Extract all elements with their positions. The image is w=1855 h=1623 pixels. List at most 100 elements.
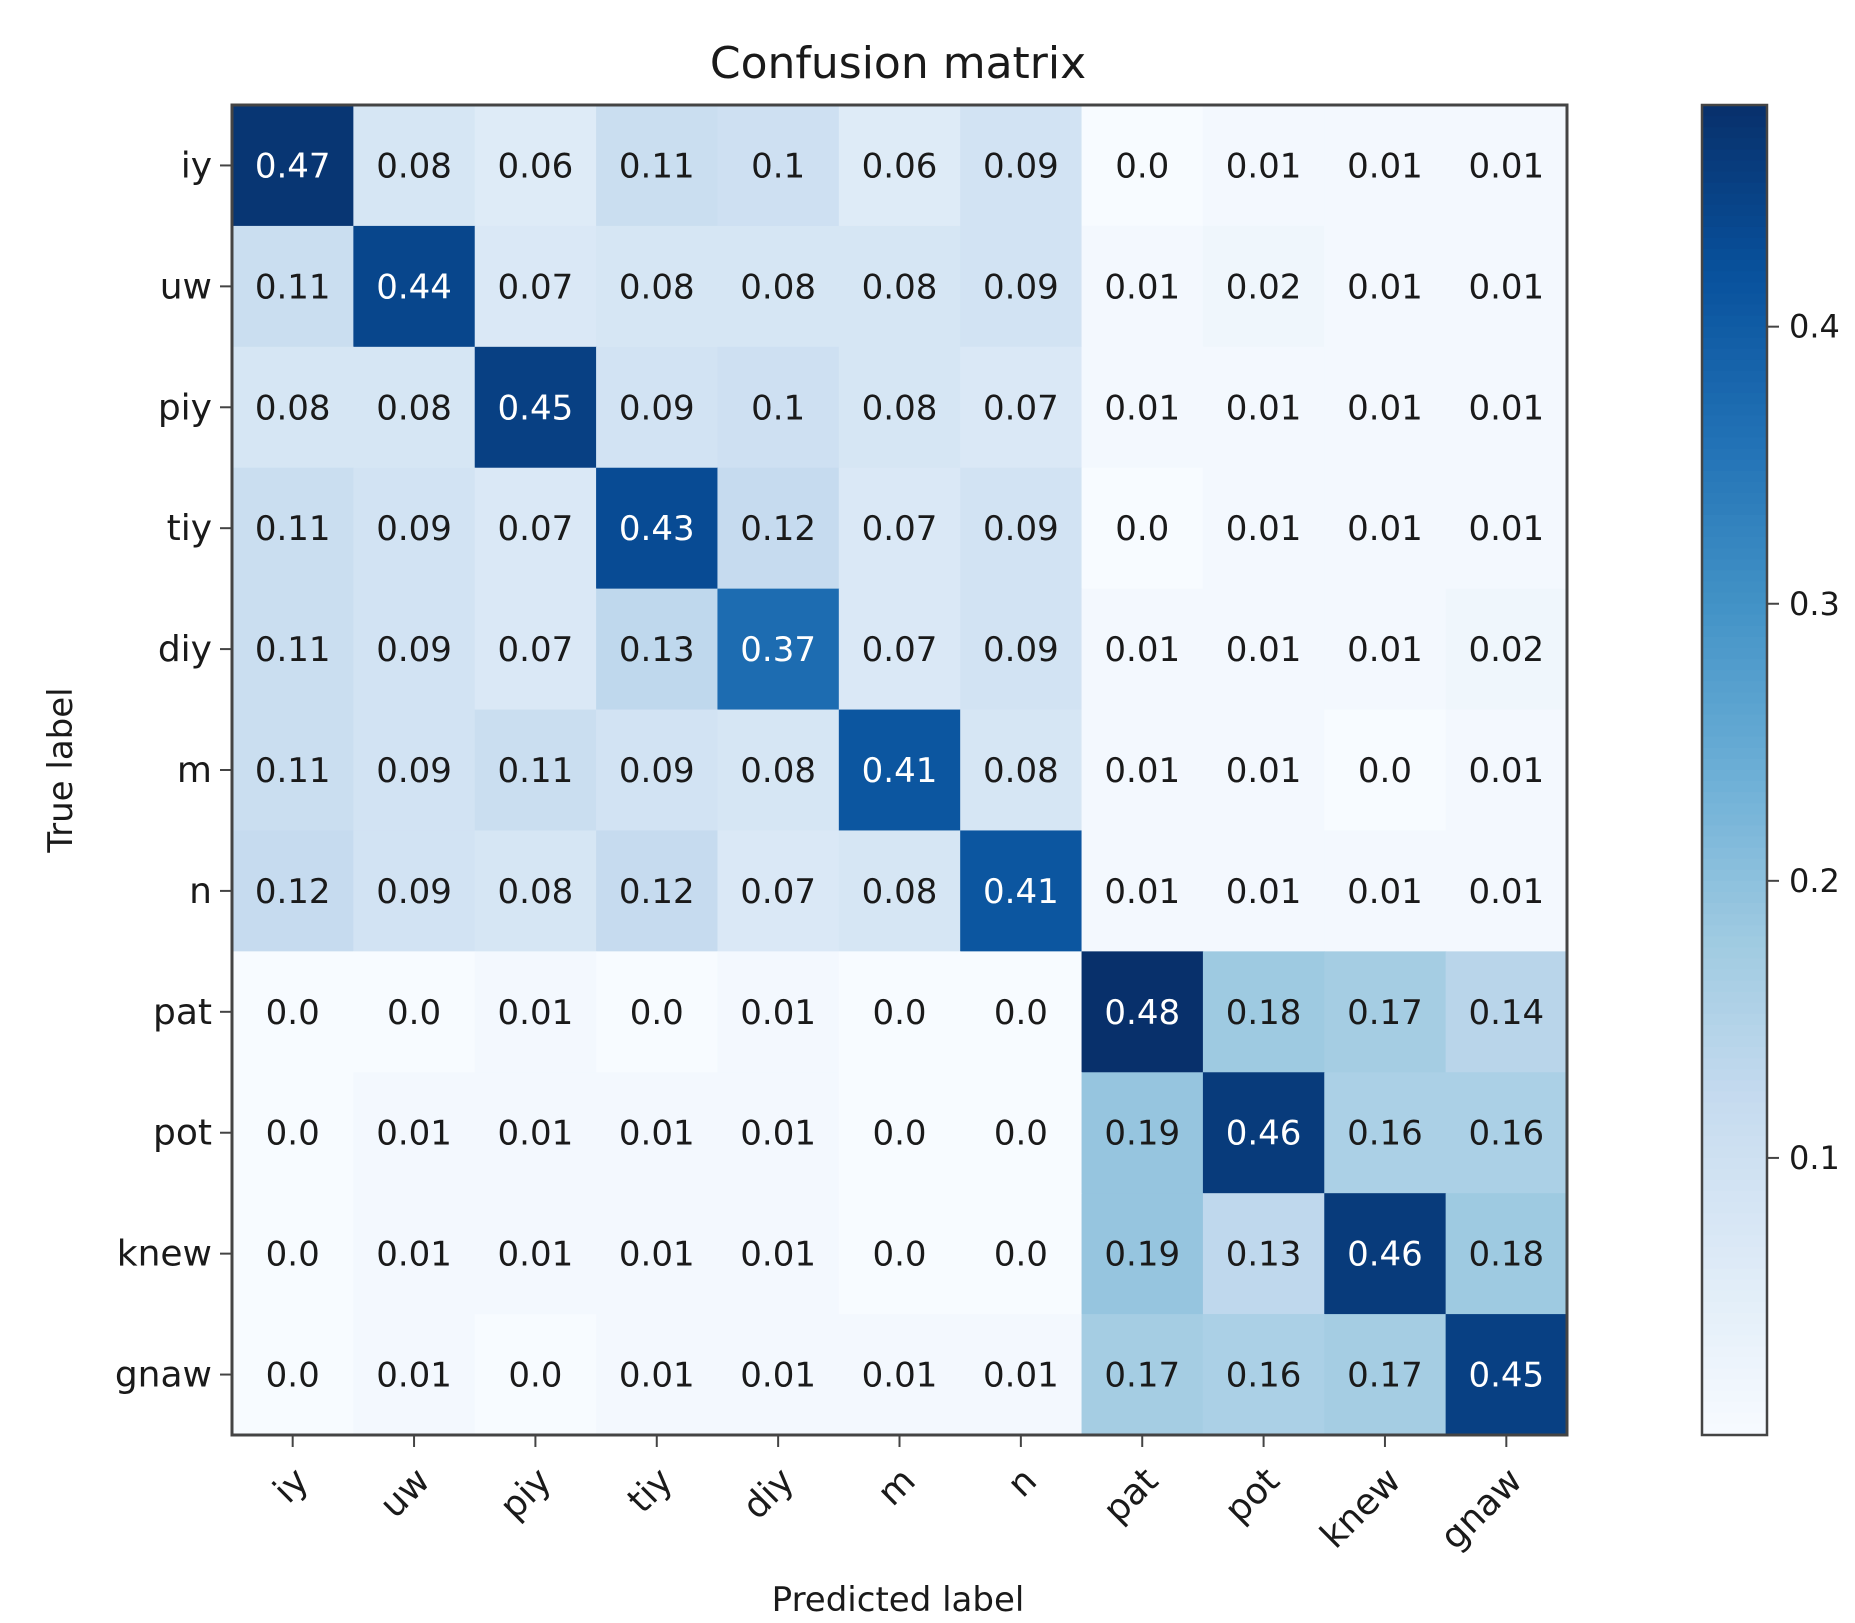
colorbar-segment	[1702, 1302, 1767, 1314]
x-tick-label-gnaw: gnaw	[1433, 1460, 1531, 1558]
cell-value-label: 0.0	[508, 1356, 562, 1396]
cell-value-label: 0.43	[619, 509, 695, 549]
cell-value-label: 0.09	[983, 267, 1059, 307]
cell-value-label: 0.01	[983, 1356, 1059, 1396]
colorbar-segment	[1702, 1324, 1767, 1336]
colorbar-segment	[1702, 836, 1767, 849]
heatmap-cell-knew-knew	[1324, 1193, 1447, 1315]
colorbar-segment	[1702, 382, 1767, 394]
colorbar-segment	[1702, 1036, 1767, 1048]
colorbar-segment	[1702, 880, 1767, 893]
colorbar-segment	[1702, 858, 1767, 871]
heatmap-cell-piy-knew	[1324, 346, 1447, 469]
colorbar-segment	[1702, 337, 1767, 350]
colorbar-segment	[1702, 526, 1767, 538]
heatmap-cell-uw-pot	[1202, 225, 1325, 348]
heatmap-cell-piy-m	[838, 346, 961, 469]
heatmap-cell-knew-gnaw	[1445, 1193, 1568, 1315]
heatmap-cell-pat-n	[960, 951, 1083, 1073]
heatmap-cell-diy-gnaw	[1445, 588, 1568, 711]
heatmap-cell-m-piy	[474, 709, 597, 832]
heatmap-cell-n-gnaw	[1445, 830, 1568, 952]
heatmap-cell-knew-pat	[1081, 1193, 1204, 1315]
cell-value-label: 0.01	[376, 1356, 452, 1396]
cell-value-label: 0.17	[1347, 1356, 1423, 1396]
heatmap-cell-pat-diy	[717, 951, 840, 1073]
colorbar-segment	[1702, 736, 1767, 749]
cell-value-label: 0.0	[1115, 146, 1169, 186]
colorbar-segment	[1702, 803, 1767, 815]
heatmap-cell-m-diy	[717, 709, 840, 832]
heatmap-cell-iy-piy	[474, 105, 597, 227]
heatmap-cell-pat-knew	[1324, 951, 1447, 1073]
cell-value-label: 0.07	[498, 509, 574, 549]
cell-value-label: 0.41	[983, 872, 1059, 912]
cell-value-label: 0.08	[740, 267, 816, 307]
cell-value-label: 0.01	[1104, 872, 1180, 912]
heatmap-cell-tiy-gnaw	[1445, 467, 1568, 590]
cell-value-label: 0.13	[1226, 1235, 1302, 1275]
heatmap-cell-gnaw-gnaw	[1445, 1314, 1568, 1436]
x-tick-label-piy: piy	[492, 1460, 559, 1527]
heatmap-cell-diy-piy	[474, 588, 597, 711]
heatmap-cell-diy-iy	[232, 588, 354, 711]
colorbar-segment	[1702, 548, 1767, 561]
heatmap-cell-n-piy	[474, 830, 597, 952]
heatmap-cell-piy-diy	[717, 346, 840, 469]
heatmap-cell-iy-uw	[353, 105, 476, 227]
cell-value-label: 0.01	[498, 1114, 574, 1154]
colorbar-segment	[1702, 1290, 1767, 1303]
heatmap-cell-pot-pot	[1202, 1072, 1325, 1194]
cell-value-label: 0.08	[862, 872, 938, 912]
cell-value-label: 0.19	[1104, 1114, 1180, 1154]
heatmap-cell-n-iy	[232, 830, 354, 952]
heatmap-cell-piy-gnaw	[1445, 346, 1568, 469]
heatmap-cell-n-pat	[1081, 830, 1204, 952]
colorbar-segment	[1702, 570, 1767, 583]
cell-value-label: 0.01	[862, 1356, 938, 1396]
colorbar-segment	[1702, 537, 1767, 549]
heatmap-cell-knew-m	[838, 1193, 961, 1315]
heatmap-cell-diy-pat	[1081, 588, 1204, 711]
colorbar-segment	[1702, 725, 1767, 738]
colorbar-segment	[1702, 116, 1767, 128]
cell-value-label: 0.48	[1104, 993, 1180, 1033]
heatmap-cell-knew-piy	[474, 1193, 597, 1315]
heatmap-cell-iy-pat	[1081, 105, 1204, 227]
heatmap-cell-iy-knew	[1324, 105, 1447, 227]
colorbar-segment	[1702, 315, 1767, 328]
colorbar-segment	[1702, 714, 1767, 727]
cell-value-label: 0.01	[740, 993, 816, 1033]
colorbar-tick-label: 0.1	[1789, 1139, 1840, 1177]
colorbar-segment	[1702, 936, 1767, 948]
y-tick-label-diy: diy	[158, 629, 212, 670]
colorbar-segment	[1702, 1069, 1767, 1081]
colorbar-segment	[1702, 1180, 1767, 1192]
colorbar-segment	[1702, 160, 1767, 173]
colorbar-segment	[1702, 614, 1767, 627]
cell-value-label: 0.09	[983, 630, 1059, 670]
heatmap-cell-diy-knew	[1324, 588, 1447, 711]
heatmap-cell-pot-pat	[1081, 1072, 1204, 1194]
heatmap-cell-pat-uw	[353, 951, 476, 1073]
y-tick-label-gnaw: gnaw	[115, 1355, 212, 1396]
colorbar-segment	[1702, 515, 1767, 527]
colorbar-segment	[1702, 747, 1767, 760]
cell-value-label: 0.09	[376, 751, 452, 791]
cell-value-label: 0.01	[1468, 267, 1544, 307]
colorbar: 0.1 0.2 0.3 0.4	[1700, 103, 1840, 1437]
heatmap-cell-iy-tiy	[596, 105, 719, 227]
colorbar-segment	[1702, 1335, 1767, 1347]
cell-value-label: 0.0	[994, 1235, 1048, 1275]
x-tick-label-m: m	[870, 1460, 924, 1514]
cell-value-label: 0.18	[1468, 1235, 1544, 1275]
cell-value-label: 0.01	[1226, 630, 1302, 670]
colorbar-segment	[1702, 659, 1767, 671]
heatmap-cell-gnaw-pat	[1081, 1314, 1204, 1436]
cell-value-label: 0.01	[1468, 388, 1544, 428]
heatmap-cell-pat-tiy	[596, 951, 719, 1073]
colorbar-segment	[1702, 204, 1767, 217]
heatmap-cell-tiy-uw	[353, 467, 476, 590]
colorbar-segment	[1702, 869, 1767, 882]
x-axis-label: Predicted label	[772, 1580, 1025, 1620]
